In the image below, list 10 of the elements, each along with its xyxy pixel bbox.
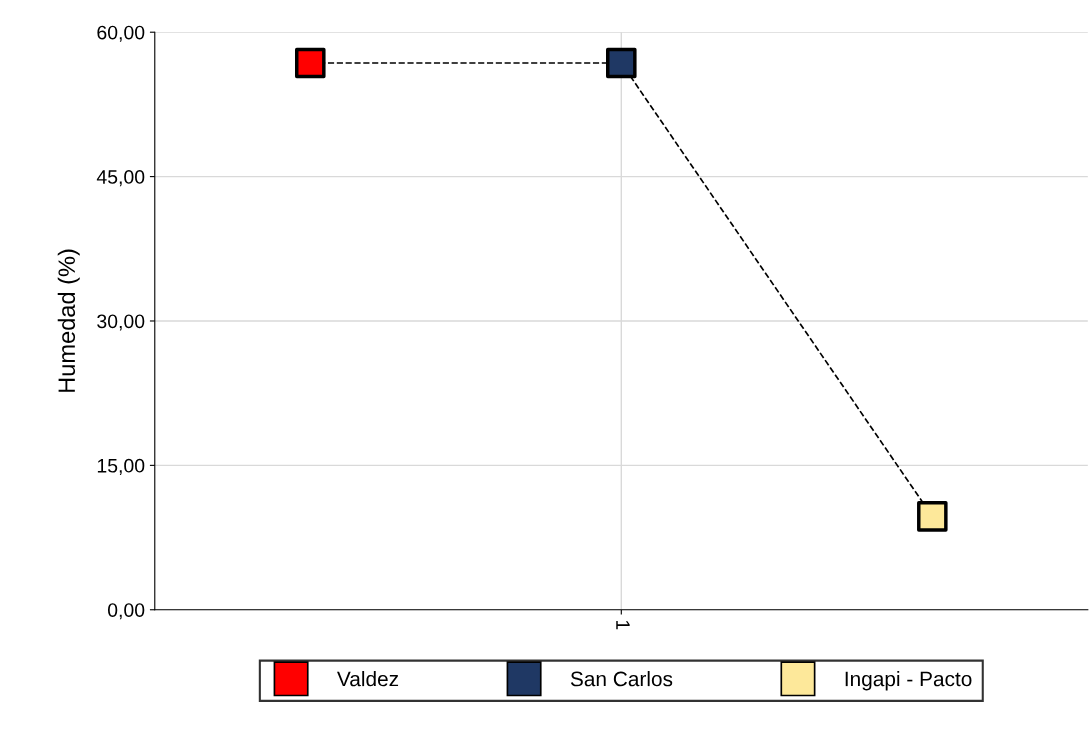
x-tick-label: 1 bbox=[616, 620, 630, 630]
legend-label: Valdez bbox=[337, 671, 399, 687]
y-tick-label: 15,00 bbox=[97, 458, 145, 475]
y-tick-label: 60,00 bbox=[97, 25, 145, 42]
y-axis-title: Humedad (%) bbox=[57, 249, 80, 392]
legend-label: Ingapi - Pacto bbox=[845, 671, 972, 691]
y-tick-label: 0,00 bbox=[107, 603, 145, 620]
legend-label: San Carlos bbox=[570, 671, 673, 687]
y-tick-label: 30,00 bbox=[97, 314, 145, 331]
y-tick-label: 45,00 bbox=[96, 170, 145, 187]
